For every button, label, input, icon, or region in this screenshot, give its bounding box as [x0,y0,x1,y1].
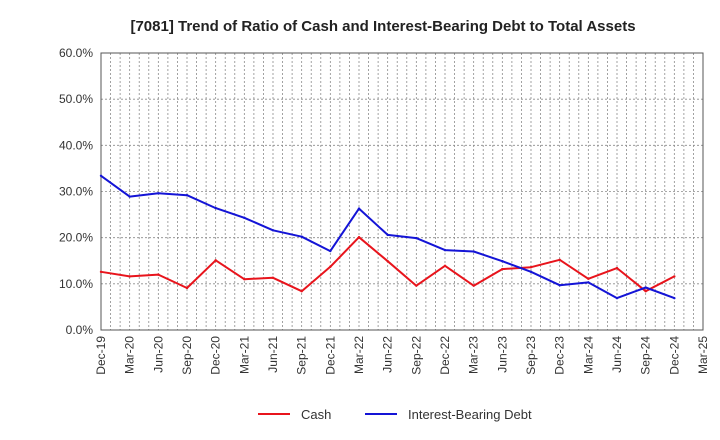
series-0-point [558,258,561,262]
x-tick-label: Mar-25 [696,336,710,374]
series-0-point [615,266,619,270]
series-1-point [529,270,533,274]
series-0-point [157,273,160,276]
y-tick-label: 50.0% [59,92,93,106]
series-0-point [300,290,303,293]
series-1-point [386,233,389,237]
series-0-point [587,277,590,280]
x-tick-label: Jun-21 [266,336,280,373]
series-1-point [128,195,131,198]
series-1-point [558,284,561,287]
series-0-point [329,265,332,268]
x-tick-label: Sep-22 [409,336,423,375]
y-tick-label: 20.0% [59,231,93,245]
x-tick-label: Dec-20 [209,336,223,375]
series-1-point [443,248,447,252]
series-1-point [214,206,217,210]
x-tick-label: Sep-21 [295,336,309,375]
y-tick-label: 30.0% [59,185,93,199]
series-0-point [443,264,447,268]
series-1-point [271,229,275,232]
series-0-point [185,286,189,290]
x-tick-label: Jun-23 [495,336,509,373]
legend: Cash Interest-Bearing Debt [258,407,532,422]
x-tick-label: Dec-19 [94,336,108,375]
x-tick-label: Mar-20 [123,336,137,374]
y-tick-label: 0.0% [66,323,94,337]
x-tick-label: Sep-24 [639,336,653,375]
series-1-point [644,286,647,289]
x-tick-label: Sep-20 [180,336,194,375]
series-1-point [185,193,189,197]
axes: 0.0% 10.0% 20.0% 30.0% 40.0% 50.0% 60.0% Dec-19… [59,46,710,375]
series-0-point [386,260,389,263]
x-tick-label: Jun-24 [610,336,624,373]
x-tick-label: Mar-23 [467,336,481,374]
legend-label-0: Cash [301,407,331,422]
series-0-point [357,236,361,239]
series-0-point [472,284,475,287]
legend-label-1: Interest-Bearing Debt [408,407,532,422]
series-0-point [415,284,418,287]
series-1-point [357,207,361,210]
chart-title: [7081] Trend of Ratio of Cash and Intere… [130,18,635,35]
x-tick-label: Mar-24 [581,336,595,374]
series-1-point [673,296,676,300]
y-tick-label: 10.0% [59,277,93,291]
x-tick-label: Dec-22 [438,336,452,375]
y-tick-label: 60.0% [59,46,93,60]
series-0-point [214,259,217,262]
series-0-point [529,266,533,269]
series-group [99,174,676,300]
x-tick-label: Jun-22 [381,336,395,373]
series-1-point [300,235,303,238]
series-0-point [644,290,647,293]
x-tick-label: Dec-24 [667,336,681,375]
series-0-point [501,267,504,271]
series-0-point [128,275,131,278]
series-0-point [99,270,103,274]
series-1-point [415,236,418,240]
series-1-point [587,281,590,284]
series-0-point [673,275,676,278]
x-tick-label: Dec-21 [323,336,337,375]
plot-frame [100,52,704,331]
series-1-point [99,174,103,178]
x-tick-label: Dec-23 [553,336,567,375]
series-1-point [157,192,160,195]
series-0-point [243,278,246,281]
series-0-point [271,276,275,280]
x-tick-label: Jun-20 [151,336,165,373]
series-1-point [243,216,246,220]
series-1-point [501,260,504,263]
y-tick-label: 40.0% [59,138,93,152]
series-1-point [472,250,475,253]
x-tick-label: Mar-22 [352,336,366,374]
series-1-point [329,249,332,253]
grid [100,52,704,331]
x-tick-label: Mar-21 [237,336,251,374]
series-1-point [615,296,619,300]
x-tick-label: Sep-23 [524,336,538,375]
